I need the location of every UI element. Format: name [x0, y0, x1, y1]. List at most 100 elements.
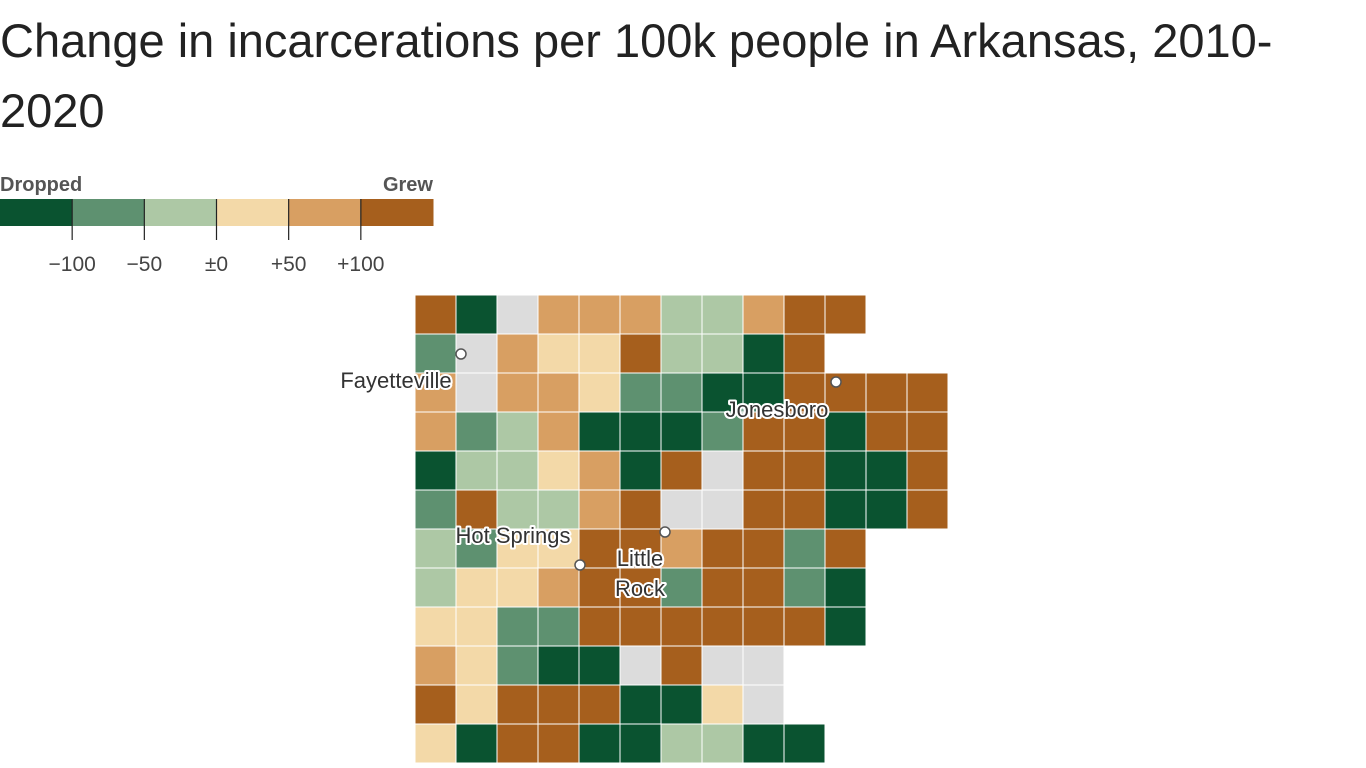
county	[865, 450, 908, 491]
county	[783, 294, 826, 335]
county	[742, 333, 785, 374]
county	[496, 333, 539, 374]
county	[537, 528, 580, 569]
county	[660, 645, 703, 686]
county	[824, 294, 867, 335]
county	[537, 723, 580, 764]
county	[824, 411, 867, 452]
county	[455, 684, 498, 725]
county	[783, 567, 826, 608]
county	[455, 294, 498, 335]
county	[414, 528, 457, 569]
county	[578, 645, 621, 686]
county	[414, 723, 457, 764]
county	[537, 567, 580, 608]
county	[701, 528, 744, 569]
county	[414, 489, 457, 530]
county	[660, 489, 703, 530]
county	[906, 411, 949, 452]
county	[783, 723, 826, 764]
legend-tick-label: +100	[337, 253, 384, 276]
county	[578, 372, 621, 413]
county	[742, 606, 785, 647]
county	[619, 489, 662, 530]
county	[414, 606, 457, 647]
city-label: Hot Springs	[456, 523, 571, 548]
county	[537, 372, 580, 413]
county	[496, 567, 539, 608]
county	[619, 606, 662, 647]
county	[496, 372, 539, 413]
legend-tick-label: +50	[271, 253, 307, 276]
legend-swatch	[144, 199, 217, 226]
county	[742, 567, 785, 608]
title: Change in incarcerations per 100k people…	[0, 14, 1273, 137]
city-dot	[659, 526, 671, 538]
county	[742, 528, 785, 569]
county	[455, 606, 498, 647]
county	[906, 372, 949, 413]
legend-swatch	[0, 199, 73, 226]
state-map	[414, 294, 949, 764]
county	[496, 294, 539, 335]
county	[619, 411, 662, 452]
county	[537, 411, 580, 452]
county	[660, 684, 703, 725]
county	[455, 567, 498, 608]
county	[742, 294, 785, 335]
county	[742, 723, 785, 764]
county	[824, 528, 867, 569]
county	[701, 411, 744, 452]
city-label: Rock	[615, 576, 666, 601]
county	[414, 450, 457, 491]
legend-tick-label: −50	[127, 253, 163, 276]
county	[455, 645, 498, 686]
county	[414, 645, 457, 686]
county	[906, 450, 949, 491]
county	[414, 333, 457, 374]
county	[496, 450, 539, 491]
city-label: Little	[617, 546, 663, 571]
county	[824, 567, 867, 608]
county	[660, 450, 703, 491]
county	[496, 606, 539, 647]
county	[701, 606, 744, 647]
county	[578, 411, 621, 452]
county	[578, 567, 621, 608]
county	[455, 411, 498, 452]
county	[578, 489, 621, 530]
county	[578, 333, 621, 374]
county	[660, 723, 703, 764]
county	[578, 528, 621, 569]
county	[619, 684, 662, 725]
county	[865, 489, 908, 530]
county	[824, 372, 867, 413]
county	[660, 294, 703, 335]
county	[537, 450, 580, 491]
county	[701, 645, 744, 686]
county	[701, 333, 744, 374]
county	[496, 684, 539, 725]
county	[660, 372, 703, 413]
county	[537, 645, 580, 686]
county	[578, 450, 621, 491]
county	[865, 372, 908, 413]
county	[455, 528, 498, 569]
county	[701, 450, 744, 491]
county	[414, 372, 457, 413]
county	[455, 489, 498, 530]
county	[742, 489, 785, 530]
county	[537, 684, 580, 725]
county	[701, 684, 744, 725]
county	[783, 450, 826, 491]
county	[414, 684, 457, 725]
county	[701, 489, 744, 530]
county	[496, 489, 539, 530]
county	[496, 723, 539, 764]
county	[455, 450, 498, 491]
county	[455, 372, 498, 413]
county	[496, 411, 539, 452]
legend-low-label: Dropped	[0, 174, 82, 196]
county	[660, 567, 703, 608]
